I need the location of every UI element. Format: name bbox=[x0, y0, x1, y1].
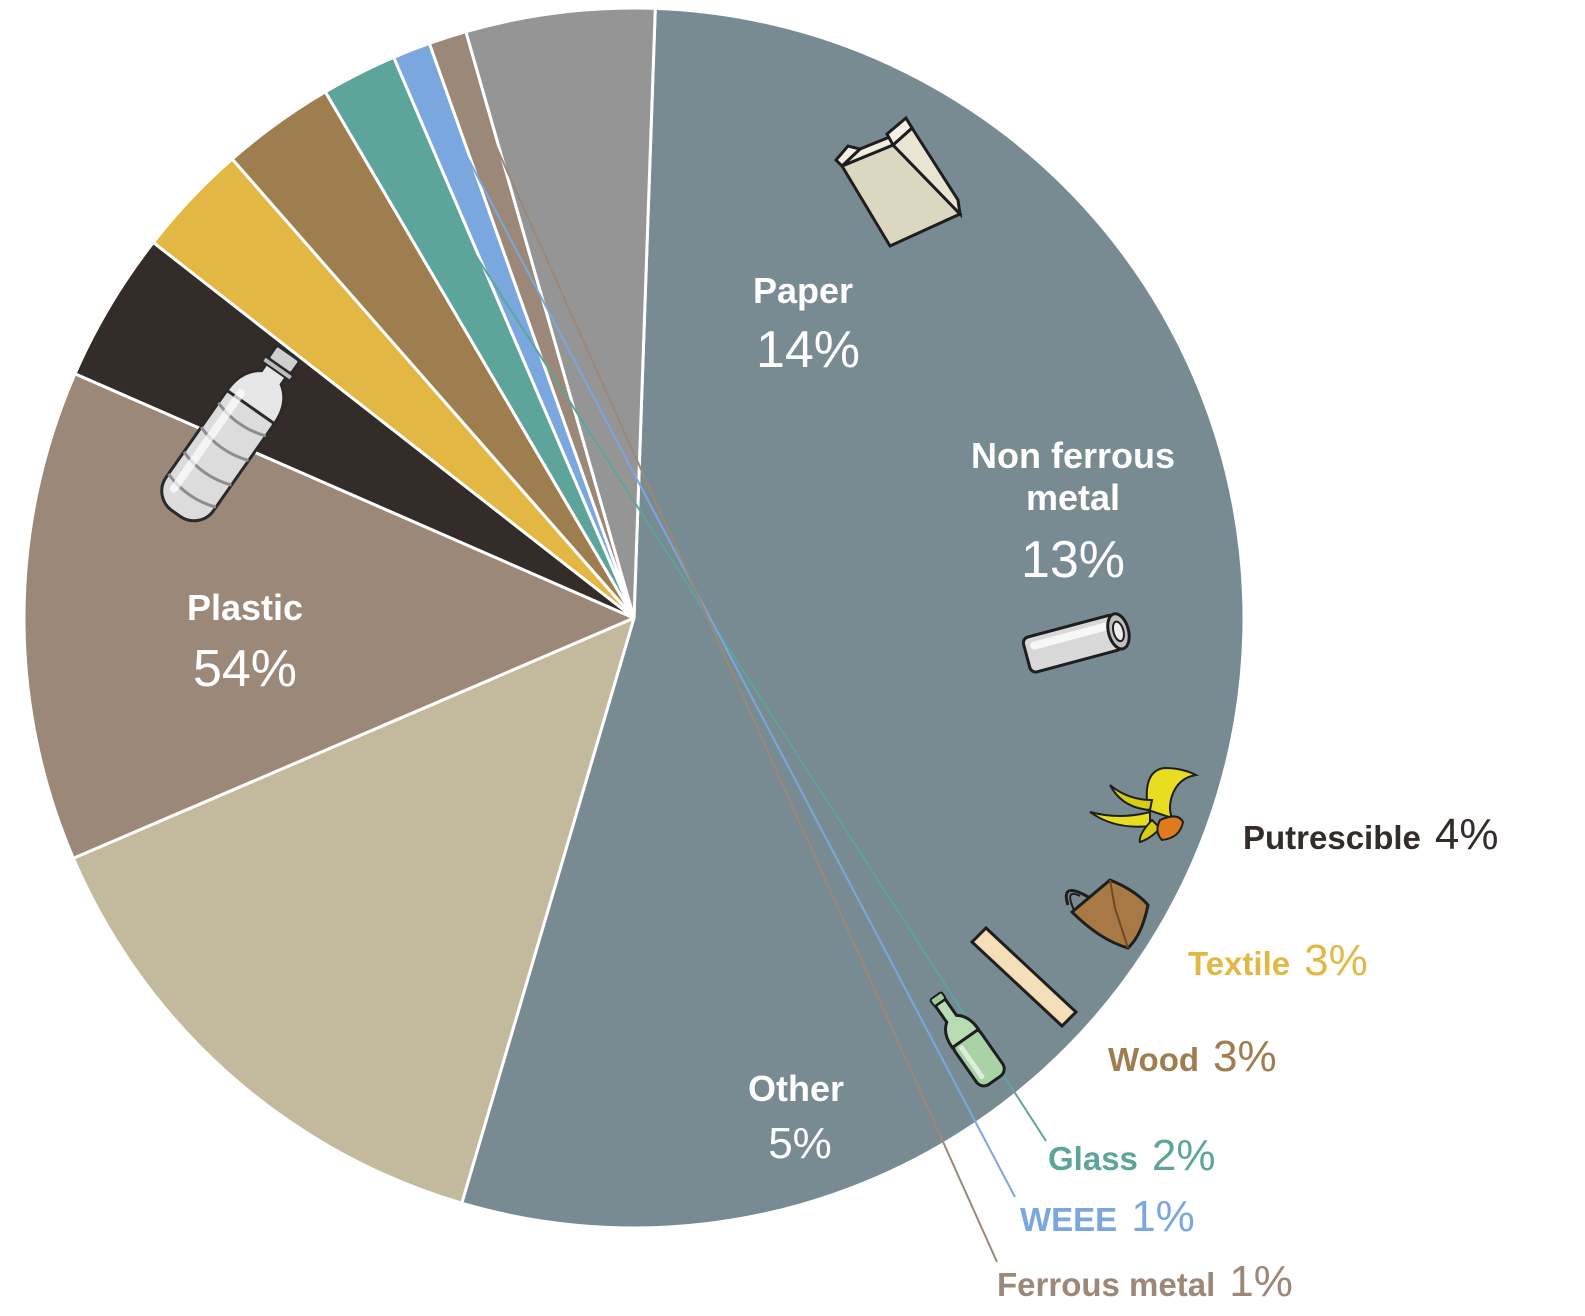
ferrous-metal-percent: 1% bbox=[1229, 1257, 1293, 1306]
wood-callout: Wood 3% bbox=[1108, 1032, 1277, 1081]
glass-label: Glass bbox=[1048, 1140, 1138, 1177]
textile-percent: 3% bbox=[1304, 936, 1368, 985]
putrescible-label: Putrescible bbox=[1243, 819, 1421, 856]
plastic-percent: 54% bbox=[193, 640, 297, 698]
other-label: Other bbox=[748, 1068, 844, 1109]
leader-line-weee bbox=[411, 53, 1016, 1198]
leader-lines bbox=[359, 40, 1047, 1263]
glass-percent: 2% bbox=[1152, 1131, 1216, 1180]
putrescible-callout: Putrescible 4% bbox=[1243, 810, 1499, 859]
textile-label: Textile bbox=[1188, 945, 1290, 982]
banana-peel-icon bbox=[1089, 766, 1200, 844]
putrescible-percent: 4% bbox=[1435, 810, 1499, 859]
paper-label: Paper bbox=[753, 270, 853, 311]
wood-label: Wood bbox=[1108, 1041, 1199, 1078]
glass-bottle-icon bbox=[929, 991, 1006, 1088]
non-ferrous-metal-label-line-2: metal bbox=[1026, 477, 1120, 518]
non-ferrous-metal-percent: 13% bbox=[1021, 531, 1125, 589]
ferrous-metal-label: Ferrous metal bbox=[997, 1266, 1215, 1303]
weee-percent: 1% bbox=[1131, 1192, 1195, 1241]
plastic-bottle-icon bbox=[160, 344, 301, 523]
pie-slice-plastic bbox=[460, 6, 1246, 1230]
non-ferrous-metal-label-line-1: Non ferrous bbox=[971, 435, 1175, 476]
glass-callout: Glass 2% bbox=[1048, 1131, 1216, 1180]
ferrous-metal-callout: Ferrous metal 1% bbox=[997, 1257, 1293, 1306]
other-percent: 5% bbox=[768, 1119, 832, 1168]
cardboard-box-icon bbox=[833, 115, 963, 248]
weee-callout: WEEE 1% bbox=[1020, 1192, 1195, 1241]
leader-line-ferrous-metal bbox=[447, 40, 998, 1263]
paper-percent: 14% bbox=[756, 321, 860, 379]
pie-slice-other bbox=[464, 6, 657, 620]
aluminium-can-icon bbox=[1021, 612, 1131, 674]
wood-plank-icon bbox=[969, 925, 1079, 1029]
pie-slice-paper bbox=[71, 616, 636, 1205]
weee-label: WEEE bbox=[1020, 1201, 1117, 1238]
textile-callout: Textile 3% bbox=[1188, 936, 1368, 985]
wood-percent: 3% bbox=[1213, 1032, 1277, 1081]
plastic-label: Plastic bbox=[187, 587, 303, 628]
textile-bag-icon bbox=[1064, 878, 1150, 950]
